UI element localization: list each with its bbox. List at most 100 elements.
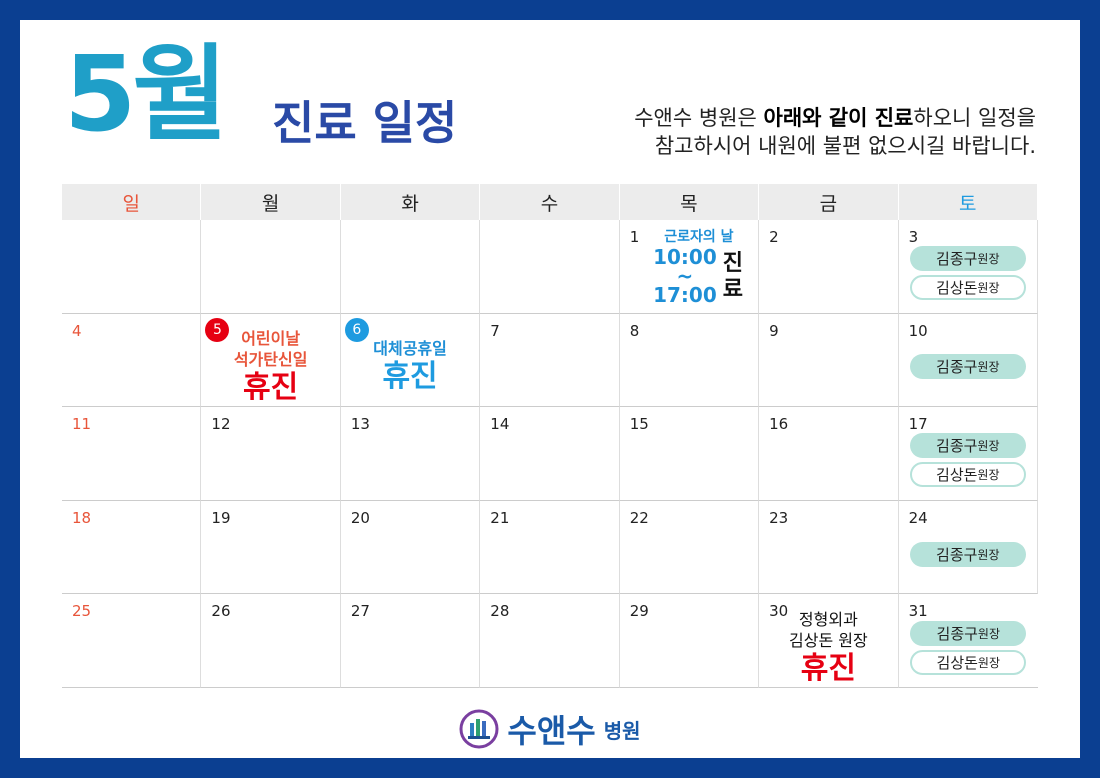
- day-cell: 4: [62, 313, 202, 408]
- day-cell: 13: [340, 407, 481, 501]
- day-number: 8: [629, 321, 640, 340]
- hours-label: 진료: [722, 250, 743, 302]
- cell-content: 김종구 원장 김상돈 원장: [899, 594, 1038, 687]
- notice: 수앤수 병원은 아래와 같이 진료하오니 일정을 참고하시어 내원에 불편 없으시…: [634, 104, 1036, 160]
- day-number: 10: [908, 321, 928, 340]
- day-number: 24: [908, 508, 928, 527]
- day-number: 11: [72, 415, 92, 434]
- cell-content: [201, 501, 339, 594]
- day-cell: 31 김종구 원장 김상돈 원장: [898, 594, 1038, 688]
- day-number: 21: [490, 508, 510, 527]
- doctor-role: 원장: [977, 252, 1000, 267]
- day-number: 20: [350, 508, 370, 527]
- day-cell: 27: [340, 594, 481, 688]
- cell-content: [480, 314, 618, 407]
- day-cell: 19: [201, 500, 341, 595]
- day-cell: [62, 220, 202, 314]
- doctor-pill: 김종구 원장: [909, 541, 1026, 567]
- cell-content: 근로자의 날 10:00 ~17:00 진료: [620, 220, 758, 313]
- doctor-name: 김상돈: [936, 466, 978, 485]
- day-cell: [201, 220, 341, 314]
- day-number: 2: [769, 228, 779, 246]
- cell-content: [62, 314, 200, 407]
- doctor-name: 김종구: [936, 358, 978, 377]
- cell-content: 대체공휴일 휴진: [341, 314, 479, 407]
- day-number: 14: [490, 415, 510, 434]
- cell-content: [759, 501, 897, 594]
- day-number: 4: [72, 321, 82, 340]
- weekday: 목: [619, 184, 760, 220]
- logo-text: 수앤수: [507, 712, 596, 750]
- day-cell: [340, 220, 481, 314]
- cell-content: [62, 407, 200, 500]
- day-badge: 6: [344, 317, 369, 342]
- weekday: 토: [898, 184, 1038, 220]
- holiday-line: 대체공휴일: [373, 339, 447, 359]
- cell-content: [341, 407, 479, 500]
- day-cell: 25: [62, 594, 202, 688]
- cell-content: 김종구 원장: [899, 314, 1037, 407]
- note: 근로자의 날: [664, 229, 734, 246]
- weekday: 금: [759, 184, 899, 220]
- day-cell: 6 대체공휴일 휴진: [340, 313, 481, 408]
- day-number: 26: [211, 602, 231, 621]
- weekday: 수: [480, 184, 620, 220]
- day-number: 13: [350, 415, 370, 434]
- cell-content: [62, 594, 200, 687]
- cell-content: 김종구 원장: [899, 501, 1037, 594]
- day-cell: 14: [480, 407, 620, 501]
- day-cell: 24 김종구 원장: [898, 500, 1038, 595]
- cell-content: [620, 501, 758, 594]
- day-cell: 26: [201, 594, 341, 688]
- day-number: 1: [629, 228, 640, 246]
- day-cell: 12: [201, 407, 341, 501]
- notice-line: 수앤수 병원은 아래와 같이 진료하오니 일정을: [634, 104, 1036, 132]
- doctor-role: 원장: [977, 281, 1000, 296]
- day-number: 25: [72, 602, 92, 621]
- doctor-pill: 김종구 원장: [909, 433, 1026, 459]
- doctor-name: 김상돈: [936, 653, 978, 672]
- logo-icon: [459, 709, 499, 749]
- cell-content: [480, 594, 618, 687]
- day-cell: 10 김종구 원장: [898, 313, 1038, 408]
- day-number: 28: [490, 602, 510, 621]
- weekday: 월: [201, 184, 341, 220]
- doctor-role: 원장: [977, 655, 1001, 670]
- day-cell: 20: [340, 500, 481, 595]
- day-number: 16: [769, 415, 789, 434]
- poster: 5월 진료 일정 수앤수 병원은 아래와 같이 진료하오니 일정을 참고하시어 내…: [20, 20, 1080, 758]
- day-badge: 5: [205, 317, 230, 342]
- day-number: 7: [490, 321, 500, 340]
- cell-content: [759, 220, 897, 313]
- notice-text: 아래와 같이 진료: [763, 106, 914, 130]
- holiday-line: 김상돈 원장: [789, 630, 868, 650]
- cell-content: [341, 594, 479, 687]
- day-cell: 7: [480, 313, 620, 408]
- day-number: 22: [629, 508, 649, 527]
- day-number: 31: [908, 602, 928, 621]
- doctor-pill: 김상돈 원장: [909, 275, 1026, 301]
- day-number: 29: [629, 602, 649, 621]
- day-number: 12: [211, 415, 231, 434]
- day-number: 27: [350, 602, 370, 621]
- day-number: 18: [72, 508, 92, 527]
- doctor-pill: 김상돈 원장: [910, 649, 1027, 675]
- cell-content: 정형외과 김상돈 원장 휴진: [759, 594, 897, 687]
- cell-content: [201, 407, 339, 500]
- doctor-pill: 김상돈 원장: [909, 462, 1026, 488]
- cell-content: [759, 407, 897, 500]
- doctor-pill: 김종구 원장: [910, 620, 1027, 646]
- day-number: 23: [769, 508, 789, 527]
- weekday: 일: [62, 184, 202, 220]
- cell-content: [62, 501, 200, 594]
- day-cell: 30 정형외과 김상돈 원장 휴진: [759, 594, 899, 688]
- day-cell: 16: [759, 407, 899, 501]
- doctor-role: 원장: [977, 360, 1000, 375]
- hours-row: 10:00 ~17:00 진료: [653, 245, 745, 305]
- holiday-line: 어린이날: [241, 328, 301, 348]
- doctor-name: 김종구: [936, 624, 978, 643]
- day-cell: 22: [619, 500, 760, 595]
- hour: 10:00: [653, 245, 717, 270]
- cell-content: [201, 594, 339, 687]
